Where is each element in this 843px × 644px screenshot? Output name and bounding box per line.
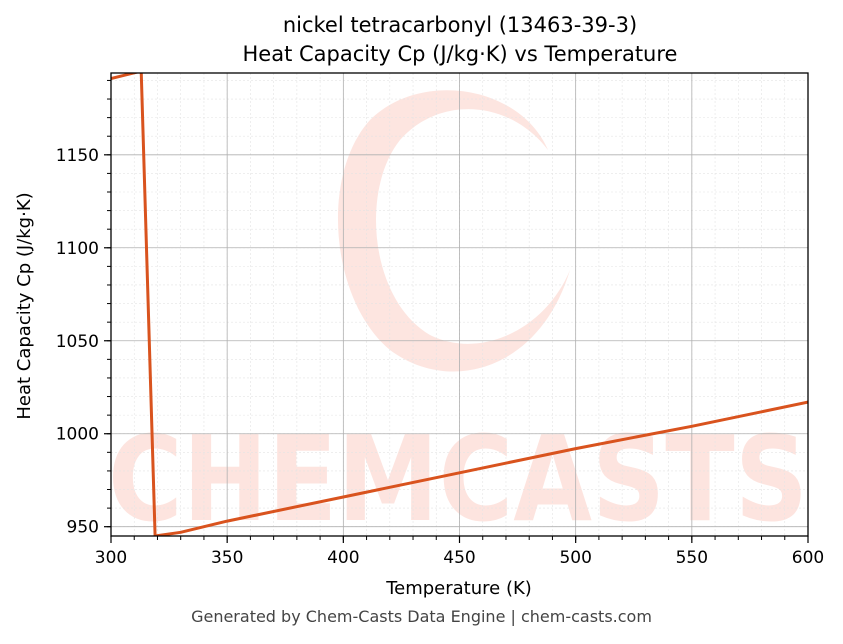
y-tick-labels: 950 1000 1050 1100 1150 [56, 146, 99, 538]
y-tick-label: 950 [67, 518, 99, 538]
series-layer [111, 73, 808, 536]
x-tick-label: 500 [559, 548, 591, 568]
x-tick-labels: 300 350 400 450 500 550 600 [95, 548, 824, 568]
x-tick-label: 550 [676, 548, 708, 568]
x-tick-label: 450 [443, 548, 475, 568]
x-tick-label: 300 [95, 548, 127, 568]
y-tick-label: 1100 [56, 239, 99, 259]
footer-credit: Generated by Chem-Casts Data Engine | ch… [191, 607, 652, 626]
watermark-c-shape [337, 90, 570, 372]
y-tick-label: 1150 [56, 146, 99, 166]
y-tick-label: 1000 [56, 425, 99, 445]
watermark-text: CHEMCASTS [108, 410, 808, 548]
watermark-logo: CHEMCASTS [108, 90, 808, 548]
chart-subtitle: Heat Capacity Cp (J/kg·K) vs Temperature [243, 42, 678, 66]
series-line [111, 73, 808, 536]
x-tick-label: 400 [327, 548, 359, 568]
y-tick-label: 1050 [56, 332, 99, 352]
y-axis-label: Heat Capacity Cp (J/kg·K) [14, 192, 35, 419]
axis-ticks [104, 79, 809, 543]
chart: nickel tetracarbonyl (13463-39-3) Heat C… [14, 13, 824, 599]
x-tick-label: 600 [792, 548, 824, 568]
x-tick-label: 350 [211, 548, 243, 568]
chart-title: nickel tetracarbonyl (13463-39-3) [283, 13, 637, 37]
x-axis-label: Temperature (K) [385, 578, 532, 599]
